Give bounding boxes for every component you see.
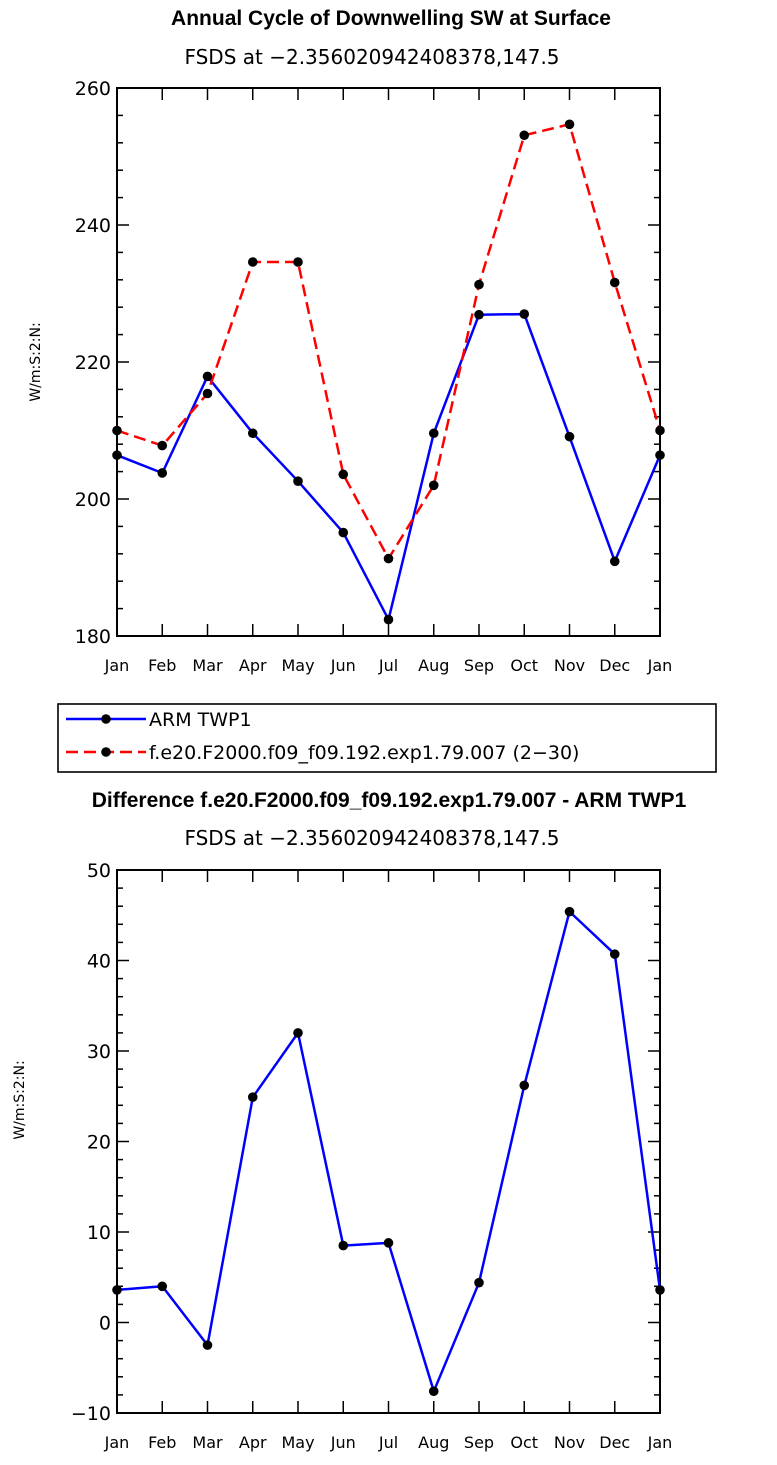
x-tick-label: Feb bbox=[148, 1433, 176, 1452]
data-point bbox=[474, 279, 484, 290]
x-tick-label: Oct bbox=[510, 1433, 538, 1452]
data-point bbox=[338, 469, 349, 480]
data-point bbox=[655, 425, 665, 436]
x-tick-label: Aug bbox=[418, 656, 449, 675]
series-line bbox=[116, 312, 662, 621]
chart1-plot-area: 180 200 220 240 260 Jan Feb Mar Apr May Jun Jul Aug S… bbox=[75, 78, 673, 675]
chart2-subtitle: FSDS at −2.356020942408378,147.5 bbox=[184, 826, 559, 850]
y-tick-label: 240 bbox=[75, 215, 111, 237]
data-point bbox=[383, 614, 394, 625]
y-tick-label: 220 bbox=[75, 352, 111, 374]
data-point bbox=[519, 1080, 530, 1091]
x-tick-label: Jan bbox=[647, 656, 673, 675]
x-tick-label: Sep bbox=[464, 656, 494, 675]
data-point bbox=[519, 130, 530, 141]
chart2-plot-area: −10 0 10 20 30 40 50 Jan Feb Mar Apr May Jun Jul Aug Se… bbox=[71, 860, 672, 1452]
data-point bbox=[428, 480, 439, 491]
data-point bbox=[202, 388, 213, 399]
legend-label-arm: ARM TWP1 bbox=[149, 709, 252, 731]
series-line bbox=[116, 910, 662, 1393]
x-tick-label: Nov bbox=[554, 1433, 585, 1452]
legend-marker-model bbox=[101, 747, 111, 757]
data-point bbox=[655, 450, 665, 460]
series-line bbox=[116, 123, 662, 560]
data-point bbox=[564, 431, 575, 442]
x-tick-label: Jan bbox=[647, 1433, 673, 1452]
legend-label-model: f.e20.F2000.f09_f09.192.exp1.79.007 (2−3… bbox=[149, 742, 579, 764]
data-point bbox=[247, 428, 258, 439]
x-tick-label: May bbox=[281, 1433, 314, 1452]
data-point bbox=[474, 309, 484, 320]
x-tick-label: Aug bbox=[418, 1433, 449, 1452]
x-tick-label: Jul bbox=[378, 656, 398, 675]
data-point bbox=[655, 1285, 665, 1295]
data-point bbox=[293, 257, 303, 267]
x-tick-label: Jan bbox=[104, 656, 130, 675]
data-point bbox=[157, 1281, 168, 1292]
y-tick-label: −10 bbox=[71, 1403, 111, 1425]
data-point bbox=[338, 527, 349, 538]
data-point bbox=[609, 556, 620, 567]
y-tick-label: 40 bbox=[87, 951, 111, 973]
x-tick-label: Mar bbox=[192, 656, 223, 675]
chart1-title: Annual Cycle of Downwelling SW at Surfac… bbox=[171, 7, 611, 30]
data-point bbox=[474, 1277, 484, 1288]
x-tick-label: May bbox=[281, 656, 314, 675]
data-point bbox=[157, 440, 168, 451]
y-tick-label: 180 bbox=[75, 626, 111, 648]
data-point bbox=[157, 468, 168, 478]
data-point bbox=[609, 277, 620, 288]
data-point bbox=[383, 553, 394, 564]
data-point bbox=[338, 1240, 349, 1251]
y-tick-label: 200 bbox=[75, 489, 111, 511]
data-point bbox=[428, 1386, 439, 1397]
y-tick-label: 20 bbox=[87, 1132, 111, 1154]
legend: ARM TWP1 f.e20.F2000.f09_f09.192.exp1.79… bbox=[57, 703, 717, 773]
data-point bbox=[293, 1028, 303, 1038]
chart1-subtitle: FSDS at −2.356020942408378,147.5 bbox=[184, 45, 559, 69]
x-tick-label: Sep bbox=[464, 1433, 494, 1452]
chart2-ylabel: W/m:S:2:N: bbox=[12, 1060, 28, 1139]
legend-marker-arm bbox=[101, 714, 111, 724]
data-point bbox=[112, 450, 122, 460]
x-tick-label: Apr bbox=[239, 1433, 267, 1452]
x-tick-label: Dec bbox=[599, 656, 630, 675]
data-point bbox=[112, 425, 122, 436]
y-tick-label: 10 bbox=[87, 1222, 111, 1244]
data-point bbox=[112, 1285, 122, 1295]
data-point bbox=[383, 1238, 394, 1248]
data-point bbox=[564, 119, 575, 130]
x-tick-label: Feb bbox=[148, 656, 176, 675]
x-tick-label: Jul bbox=[378, 1433, 398, 1452]
y-tick-label: 50 bbox=[87, 860, 111, 882]
data-point bbox=[519, 309, 530, 319]
x-tick-label: Jan bbox=[104, 1433, 130, 1452]
data-point bbox=[247, 1092, 258, 1102]
x-tick-label: Jun bbox=[330, 656, 356, 675]
chart1-ylabel: W/m:S:2:N: bbox=[28, 322, 44, 401]
data-point bbox=[609, 949, 620, 959]
data-point bbox=[247, 257, 258, 267]
data-point bbox=[428, 428, 439, 439]
x-tick-label: Oct bbox=[510, 656, 538, 675]
legend-box bbox=[57, 703, 717, 773]
y-tick-label: 260 bbox=[75, 78, 111, 100]
data-point bbox=[564, 906, 575, 917]
data-point bbox=[202, 1340, 213, 1350]
y-tick-label: 0 bbox=[99, 1313, 111, 1335]
x-tick-label: Dec bbox=[599, 1433, 630, 1452]
chart2-title: Difference f.e20.F2000.f09_f09.192.exp1.… bbox=[92, 789, 687, 812]
x-tick-label: Jun bbox=[330, 1433, 356, 1452]
x-tick-label: Apr bbox=[239, 656, 267, 675]
x-tick-label: Mar bbox=[192, 1433, 223, 1452]
data-point bbox=[293, 476, 303, 486]
data-point bbox=[202, 371, 213, 382]
y-tick-label: 30 bbox=[87, 1041, 111, 1063]
x-tick-label: Nov bbox=[554, 656, 585, 675]
